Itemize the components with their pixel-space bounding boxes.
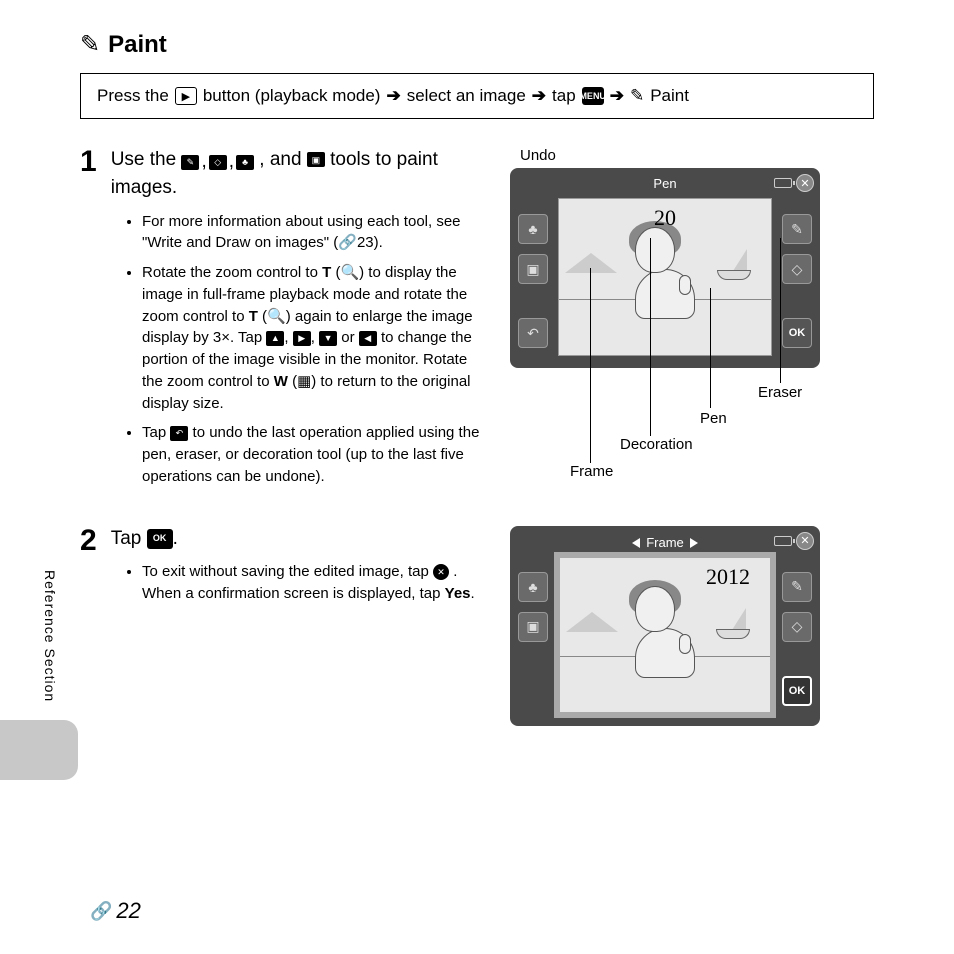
step-1: 1 Use the ✎, ◇, ♣ , and ▣ tools to paint… [80, 147, 874, 496]
navigation-path: Press the ▶ button (playback mode) ➔ sel… [80, 73, 874, 119]
page-title: Paint [108, 31, 167, 59]
canvas-framed: 2012 [554, 552, 776, 718]
left-icon: ◀ [359, 331, 377, 346]
ok-icon: OK [147, 529, 173, 549]
up-icon: ▲ [266, 331, 284, 346]
bullet: Rotate the zoom control to T (🔍) to disp… [142, 262, 480, 414]
page-icon: 🔗 [90, 901, 112, 922]
bullet: For more information about using each to… [142, 211, 480, 255]
paint-screen-diagram: Pen ✕ 20 ♣ ▣ ↶ ✎ [510, 168, 820, 368]
step-2-bullets: To exit without saving the edited image,… [132, 561, 480, 605]
page-number: 🔗 22 [90, 898, 141, 924]
pen-tool-icon: ✎ [181, 155, 199, 170]
frame-tool-button[interactable]: ▣ [518, 254, 548, 284]
frame-label: Frame [570, 463, 613, 480]
undo-icon: ↶ [170, 426, 188, 441]
screen-title: Pen [518, 176, 812, 194]
battery-icon [774, 536, 792, 546]
ok-button[interactable]: OK [782, 676, 812, 706]
arrow-icon: ➔ [386, 86, 400, 106]
step-1-bullets: For more information about using each to… [132, 211, 480, 488]
path-text: Paint [650, 86, 689, 106]
page-title-row: ✎ Paint [80, 30, 874, 59]
frame-tool-icon: ▣ [307, 152, 325, 167]
close-icon: ✕ [433, 564, 449, 580]
pen-label: Pen [700, 410, 727, 427]
undo-label: Undo [520, 147, 874, 164]
step-1-heading: 1 Use the ✎, ◇, ♣ , and ▣ tools to paint… [80, 147, 480, 201]
bullet: To exit without saving the edited image,… [142, 561, 480, 605]
drawn-text: 20 [654, 205, 676, 231]
eraser-tool-button[interactable]: ◇ [782, 254, 812, 284]
close-icon[interactable]: ✕ [796, 174, 814, 192]
paint-path-icon: ✎ [630, 86, 644, 106]
right-icon: ▶ [293, 331, 311, 346]
path-text: button (playback mode) [203, 86, 381, 106]
arrow-icon: ➔ [610, 86, 624, 106]
pen-tool-button[interactable]: ✎ [782, 214, 812, 244]
decoration-tool-icon: ♣ [236, 155, 254, 170]
frame-tool-button[interactable]: ▣ [518, 612, 548, 642]
frame-screen-diagram: Frame ✕ 2012 ♣ ▣ [510, 526, 820, 726]
path-text: select an image [407, 86, 526, 106]
path-text: Press the [97, 86, 169, 106]
decoration-label: Decoration [620, 436, 693, 453]
paint-icon: ✎ [80, 30, 100, 59]
decoration-tool-button[interactable]: ♣ [518, 572, 548, 602]
callouts: Eraser Pen Decoration Frame [510, 368, 820, 488]
menu-icon: MENU [582, 87, 604, 105]
step-number: 1 [80, 147, 97, 177]
decoration-tool-button[interactable]: ♣ [518, 214, 548, 244]
pen-tool-button[interactable]: ✎ [782, 572, 812, 602]
step-2: 2 Tap OK. To exit without saving the edi… [80, 526, 874, 726]
path-text: tap [552, 86, 576, 106]
screen-title: Frame [646, 535, 684, 550]
battery-icon [774, 178, 792, 188]
step-2-heading: 2 Tap OK. [80, 526, 480, 552]
section-label: Reference Section [42, 570, 58, 702]
eraser-tool-icon: ◇ [209, 155, 227, 170]
eraser-tool-button[interactable]: ◇ [782, 612, 812, 642]
side-tab [0, 720, 78, 780]
ok-button[interactable]: OK [782, 318, 812, 348]
bullet: Tap ↶ to undo the last operation applied… [142, 422, 480, 487]
playback-icon: ▶ [175, 87, 197, 105]
drawn-text: 2012 [706, 564, 750, 590]
next-frame-icon[interactable] [690, 538, 698, 548]
down-icon: ▼ [319, 331, 337, 346]
step-number: 2 [80, 526, 97, 556]
undo-button[interactable]: ↶ [518, 318, 548, 348]
arrow-icon: ➔ [532, 86, 546, 106]
close-icon[interactable]: ✕ [796, 532, 814, 550]
eraser-label: Eraser [758, 384, 802, 401]
prev-frame-icon[interactable] [632, 538, 640, 548]
